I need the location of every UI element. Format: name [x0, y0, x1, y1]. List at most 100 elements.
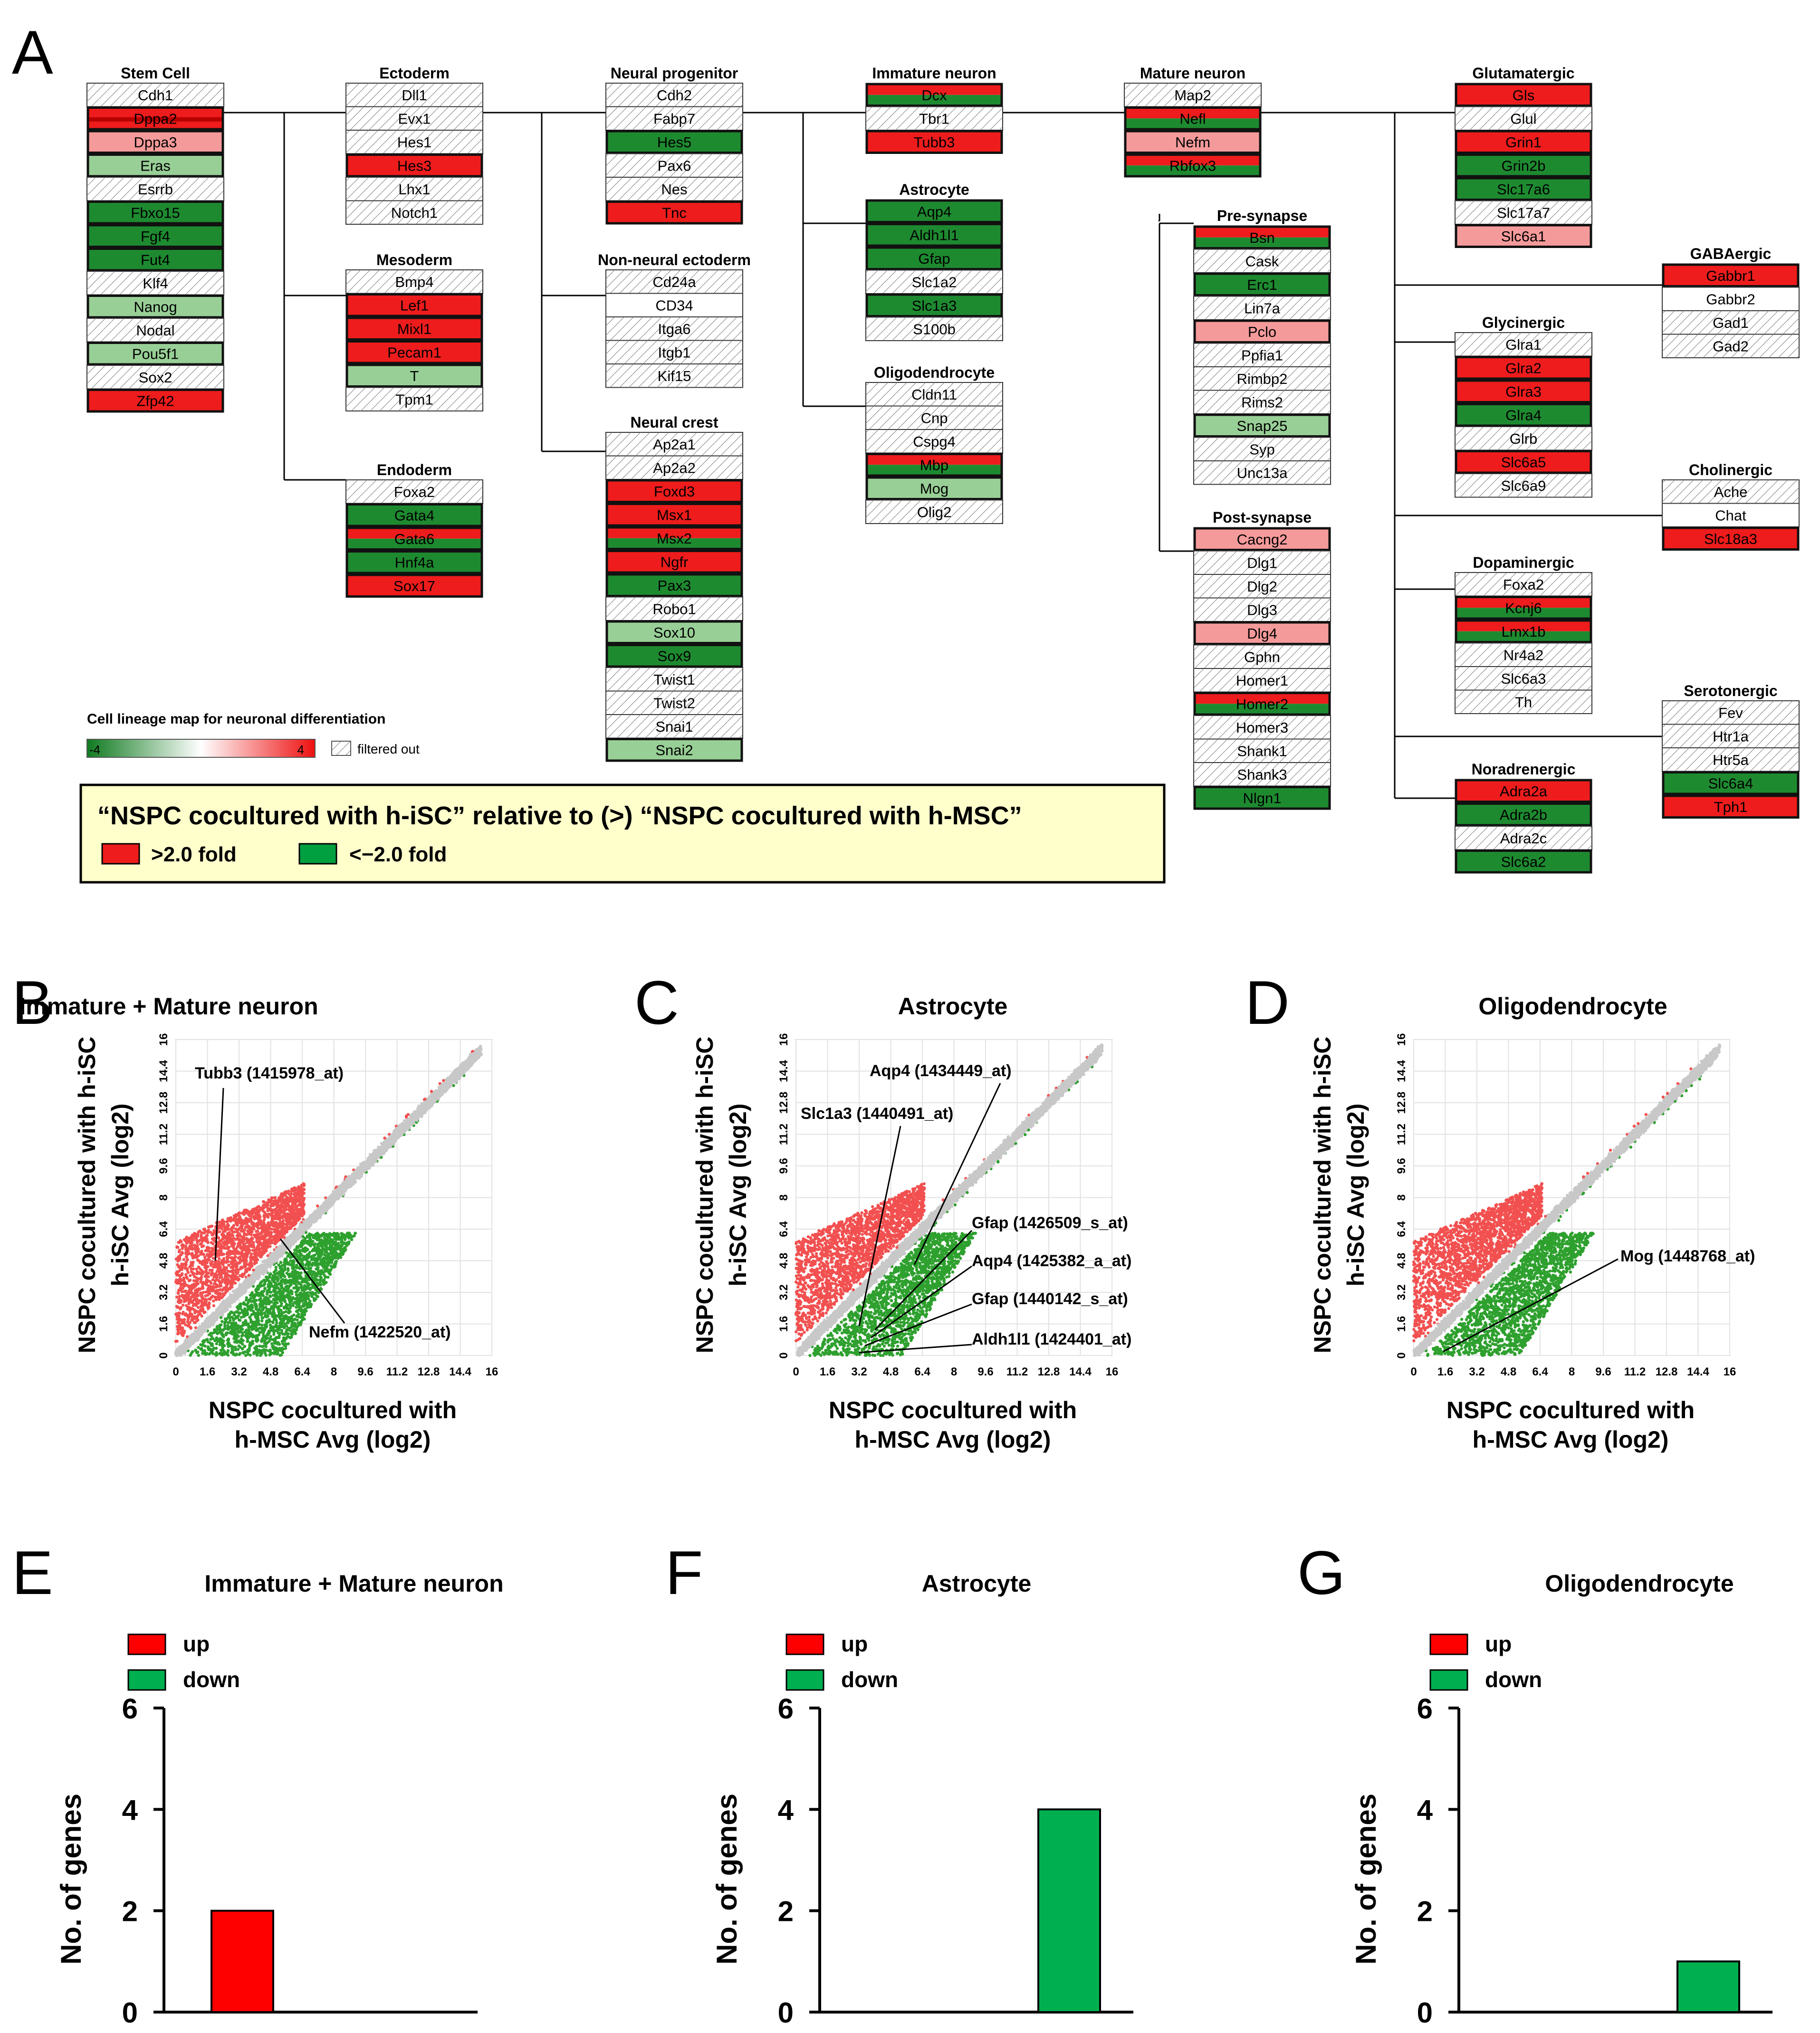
- gene-cell: Mbp: [866, 453, 1003, 477]
- gene-label: Foxd3: [654, 483, 695, 500]
- group-title-neural-progenitor: Neural progenitor: [611, 65, 738, 82]
- gene-label: Pou5f1: [132, 345, 179, 362]
- gene-cell: Fbxo15: [87, 201, 224, 225]
- gene-cell: Gphn: [1194, 645, 1331, 669]
- gene-label: S100b: [913, 321, 956, 337]
- comparison-text: “NSPC cocultured with h-iSC” relative to…: [97, 802, 1022, 830]
- gene-label: Foxa2: [1503, 576, 1544, 593]
- group-cholinergic: CholinergicAcheChatSlc18a3: [1662, 461, 1799, 551]
- gene-label: Erc1: [1247, 277, 1277, 293]
- gene-label: Hes1: [397, 134, 431, 151]
- gene-label: Dlg1: [1247, 554, 1277, 571]
- gene-cell: Kif15: [606, 364, 743, 388]
- gene-label: Ap2a1: [653, 436, 696, 453]
- gene-cell: Dlg4: [1194, 621, 1331, 645]
- gene-cell: Cask: [1194, 249, 1331, 273]
- gene-cell: Fgf4: [87, 224, 224, 248]
- gene-cell: Slc6a9: [1455, 474, 1592, 497]
- gene-cell: Ngfr: [606, 550, 743, 574]
- gene-cell: Snap25: [1194, 414, 1331, 438]
- gene-cell: Gabbr1: [1662, 264, 1799, 287]
- gene-cell: Pax3: [606, 573, 743, 597]
- group-title-glycinergic: Glycinergic: [1482, 314, 1565, 331]
- group-title-dopaminergic: Dopaminergic: [1473, 554, 1574, 571]
- gene-label: Pclo: [1248, 324, 1276, 340]
- gene-cell: Rimbp2: [1194, 367, 1331, 391]
- gene-cell: Eras: [87, 154, 224, 178]
- group-neural-crest: Neural crestAp2a1Ap2a2Foxd3Msx1Msx2NgfrP…: [606, 414, 743, 762]
- gene-label: Cspg4: [913, 433, 956, 450]
- gene-label: Pecam1: [387, 344, 441, 361]
- gene-label: Gabbr2: [1706, 291, 1755, 307]
- gene-label: Gad1: [1713, 315, 1749, 331]
- gene-label: Dlg3: [1247, 601, 1277, 618]
- gene-cell: Tnc: [606, 201, 743, 225]
- group-non-neural-ectoderm: Non-neural ectodermCd24aCD34Itga6Itgb1Ki…: [598, 251, 751, 388]
- gene-label: Dlg2: [1247, 578, 1277, 595]
- gene-label: Cnp: [921, 410, 948, 426]
- group-serotonergic: SerotonergicFevHtr1aHtr5aSlc6a4Tph1: [1662, 682, 1799, 819]
- gene-cell: Evx1: [346, 107, 483, 131]
- gene-label: Msx1: [657, 506, 692, 523]
- gene-cell: Dlg2: [1194, 574, 1331, 598]
- gene-label: Mixl1: [397, 321, 431, 337]
- gene-label: Hnf4a: [395, 554, 434, 571]
- gene-label: Dll1: [402, 87, 427, 104]
- gene-label: Rimbp2: [1237, 371, 1288, 387]
- gene-cell: Slc17a6: [1455, 177, 1592, 201]
- gene-label: Homer3: [1236, 719, 1288, 736]
- gene-cell: Nodal: [87, 318, 224, 342]
- gene-cell: Homer1: [1194, 668, 1331, 692]
- gene-label: Dppa3: [134, 134, 177, 151]
- gene-cell: Adra2b: [1455, 803, 1592, 827]
- gene-cell: Nefl: [1124, 107, 1261, 131]
- gene-cell: Notch1: [346, 201, 483, 225]
- comparison-box: [81, 785, 1164, 882]
- gene-label: Cdh2: [657, 87, 692, 104]
- gene-cell: Sox17: [346, 574, 483, 598]
- gene-label: Nes: [661, 181, 687, 198]
- gene-cell: Cd24a: [606, 270, 743, 294]
- gene-cell: Hnf4a: [346, 551, 483, 574]
- gene-label: Nefl: [1179, 110, 1206, 127]
- gene-label: Bmp4: [395, 274, 434, 290]
- gene-cell: Snai2: [606, 738, 743, 762]
- gene-cell: Ap2a1: [606, 432, 743, 456]
- group-title-oligodendrocyte: Oligodendrocyte: [874, 364, 995, 381]
- gene-cell: Fev: [1662, 701, 1799, 725]
- gene-cell: Tbr1: [866, 107, 1003, 131]
- group-pre-synapse: Pre-synapseBsnCaskErc1Lin7aPcloPpfia1Rim…: [1194, 207, 1331, 485]
- gene-cell: Syp: [1194, 438, 1331, 461]
- gene-cell: Lhx1: [346, 177, 483, 201]
- gene-cell: Tph1: [1662, 795, 1799, 819]
- gene-label: Nanog: [134, 298, 177, 315]
- gene-label: Ap2a2: [653, 459, 696, 476]
- gene-cell: Homer2: [1194, 692, 1331, 716]
- gene-label: Htr1a: [1713, 728, 1749, 744]
- gene-label: Dlg4: [1247, 625, 1277, 642]
- data-point: [383, 1136, 386, 1139]
- gene-cell: Glrb: [1455, 427, 1592, 450]
- gene-label: Slc6a5: [1501, 454, 1546, 470]
- gene-label: Slc6a2: [1501, 853, 1546, 870]
- gene-cell: Glra3: [1455, 380, 1592, 403]
- gene-label: Gabbr1: [1706, 267, 1755, 284]
- group-post-synapse: Post-synapseCacng2Dlg1Dlg2Dlg3Dlg4GphnHo…: [1194, 509, 1331, 810]
- gene-label: Glra4: [1505, 407, 1542, 423]
- gene-label: Fgf4: [141, 228, 170, 245]
- group-title-astrocyte: Astrocyte: [899, 181, 969, 198]
- gene-label: Cd24a: [652, 274, 696, 290]
- scatter-chart-b: 001.61.63.23.24.84.86.46.4889.69.611.211…: [19, 993, 498, 1453]
- group-endoderm: EndodermFoxa2Gata4Gata6Hnf4aSox17: [346, 461, 483, 598]
- gene-label: Fbxo15: [131, 204, 180, 221]
- gene-cell: Slc1a2: [866, 270, 1003, 294]
- gene-cell: Slc6a3: [1455, 667, 1592, 690]
- gene-cell: Twist2: [606, 691, 743, 715]
- gene-label: Tpm1: [395, 391, 433, 408]
- gene-cell: Gad2: [1662, 334, 1799, 358]
- gene-cell: Slc6a4: [1662, 772, 1799, 795]
- gene-label: Lef1: [400, 297, 429, 314]
- group-title-endoderm: Endoderm: [377, 461, 452, 478]
